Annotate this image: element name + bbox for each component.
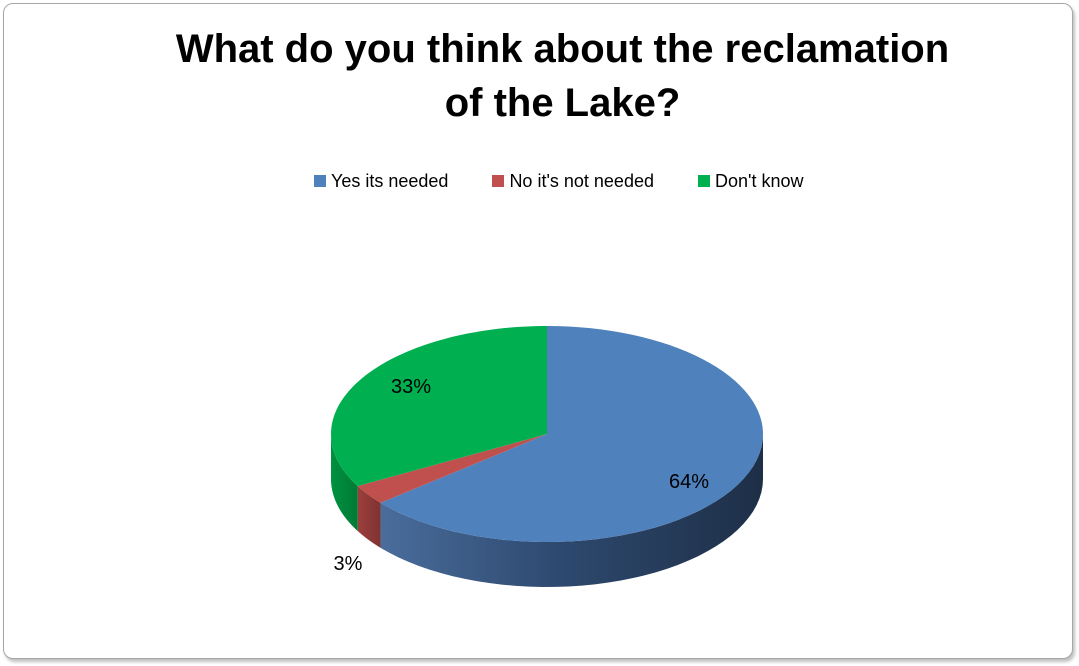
legend-item-no: No it's not needed xyxy=(492,171,654,192)
legend: Yes its needed No it's not needed Don't … xyxy=(314,170,847,192)
legend-label-no: No it's not needed xyxy=(509,170,654,191)
legend-item-dont-know: Don't know xyxy=(697,170,804,192)
legend-label-dont-know: Don't know xyxy=(714,170,804,191)
data-label-yes: 64% xyxy=(669,471,709,493)
chart-title: What do you think about the reclamation … xyxy=(0,22,1079,130)
legend-swatch-no xyxy=(492,175,505,187)
chart-title-line-2: of the Lake? xyxy=(444,81,681,125)
data-label-dont-know: 33% xyxy=(391,376,431,398)
pie-side-dont-know xyxy=(331,434,358,532)
legend-swatch-yes xyxy=(314,175,326,187)
pie-side-no xyxy=(357,486,381,548)
pie-slice-dont-know xyxy=(331,326,547,487)
legend-label-yes: Yes its needed xyxy=(331,170,449,191)
pie-side-yes xyxy=(380,434,763,587)
legend-item-yes: Yes its needed xyxy=(314,171,448,192)
legend-swatch-dont-know xyxy=(697,175,710,187)
data-label-no: 3% xyxy=(334,553,363,575)
chart-title-line-1: What do you think about the reclamation xyxy=(175,27,950,71)
pie-slice-no xyxy=(357,434,547,503)
pie-slice-yes xyxy=(380,326,763,542)
